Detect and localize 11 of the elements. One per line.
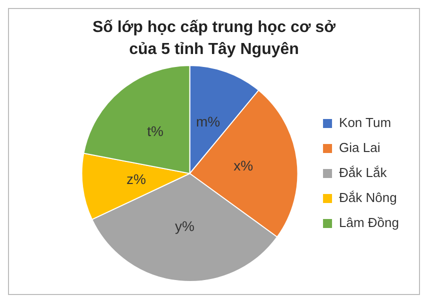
chart-title: Số lớp học cấp trung học cơ sở của 5 tỉnh Tây Nguyên (91, 18, 337, 60)
data-label: m% (196, 114, 220, 130)
legend-label: Lâm Đồng (339, 215, 400, 230)
legend-label: Đắk Nông (339, 190, 397, 206)
data-label: t% (147, 122, 164, 139)
data-label: y% (174, 218, 194, 234)
legend-label: Đắk Lắk (339, 165, 388, 180)
data-label: x% (234, 158, 254, 174)
data-label: z% (126, 171, 146, 188)
legend-label: Gia Lai (339, 140, 380, 156)
legend-label: Kon Tum (339, 115, 392, 130)
